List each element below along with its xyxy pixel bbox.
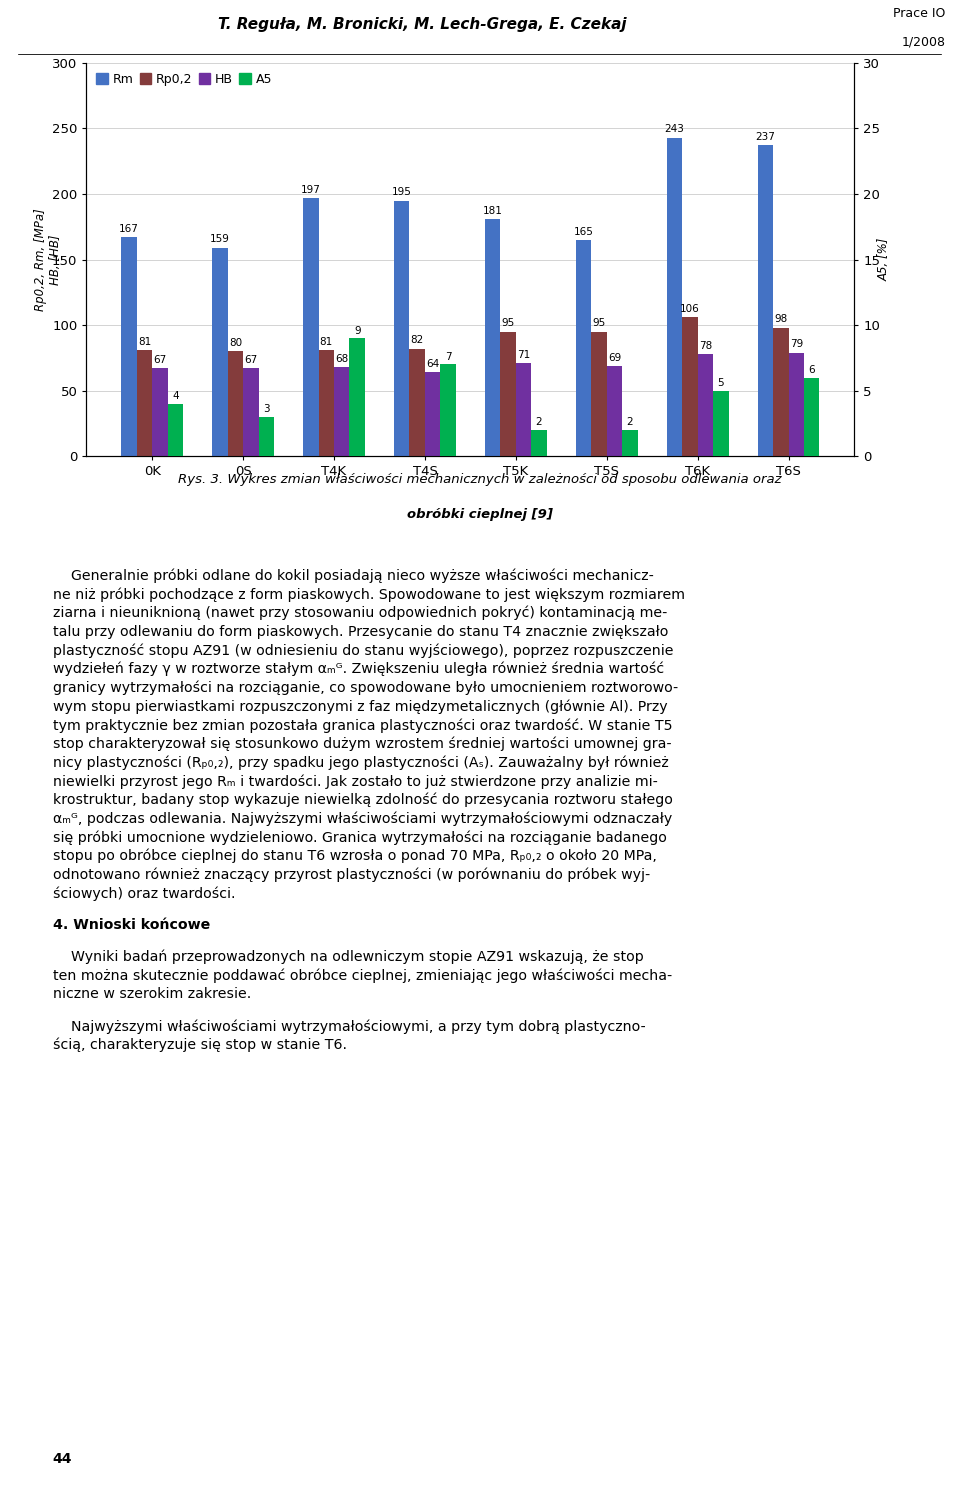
Text: 2: 2 (627, 417, 634, 428)
Text: ten można skutecznie poddawać obróbce cieplnej, zmieniając jego właściwości mech: ten można skutecznie poddawać obróbce ci… (53, 969, 672, 983)
Text: wydziełeń fazy γ w roztworze stałym αₘᴳ. Zwiększeniu uległa również średnia wart: wydziełeń fazy γ w roztworze stałym αₘᴳ.… (53, 663, 664, 676)
Bar (153, 368, 168, 456)
Text: 159: 159 (210, 235, 229, 244)
Bar (303, 197, 319, 456)
Text: 7: 7 (444, 352, 451, 362)
Text: Rys. 3. Wykres zmian właściwości mechanicznych w zależności od sposobu odlewania: Rys. 3. Wykres zmian właściwości mechani… (179, 473, 781, 486)
Bar (516, 364, 531, 456)
Text: odnotowano również znaczący przyrost plastyczności (w porównaniu do próbek wyj-: odnotowano również znaczący przyrost pla… (53, 868, 650, 883)
Text: stop charakteryzował się stosunkowo dużym wzrostem średniej wartości umownej gra: stop charakteryzował się stosunkowo duży… (53, 738, 671, 751)
Text: 4. Wnioski końcowe: 4. Wnioski końcowe (53, 919, 210, 932)
Text: 106: 106 (680, 304, 700, 314)
Text: ściowych) oraz twardości.: ściowych) oraz twardości. (53, 887, 235, 901)
Text: Najwyższymi właściwościami wytrzymałościowymi, a przy tym dobrą plastyczno-: Najwyższymi właściwościami wytrzymałości… (53, 1019, 645, 1034)
Bar (500, 332, 516, 456)
Text: ścią, charakteryzuje się stop w stanie T6.: ścią, charakteryzuje się stop w stanie T… (53, 1038, 347, 1052)
Y-axis label: Rp0,2, Rm, [MPa]
HB, [HB]: Rp0,2, Rm, [MPa] HB, [HB] (34, 208, 61, 311)
Bar (136, 350, 153, 456)
Text: 165: 165 (574, 226, 593, 236)
Text: Wyniki badań przeprowadzonych na odlewniczym stopie AZ91 wskazują, że stop: Wyniki badań przeprowadzonych na odlewni… (53, 950, 643, 965)
Bar (773, 328, 788, 456)
Bar (228, 352, 243, 456)
Bar (804, 377, 820, 456)
Text: 67: 67 (244, 355, 257, 365)
Text: 197: 197 (300, 184, 321, 194)
Bar (713, 390, 729, 456)
Text: 95: 95 (501, 319, 515, 329)
Text: 195: 195 (392, 187, 412, 197)
Text: 64: 64 (426, 359, 440, 370)
Bar (425, 373, 441, 456)
Text: 81: 81 (138, 337, 151, 347)
Bar (485, 218, 500, 456)
Text: 67: 67 (154, 355, 167, 365)
Bar (212, 248, 228, 456)
Text: tym praktycznie bez zmian pozostała granica plastyczności oraz twardość. W stani: tym praktycznie bez zmian pozostała gran… (53, 718, 672, 733)
Text: 44: 44 (53, 1453, 72, 1466)
Bar (591, 332, 607, 456)
Text: talu przy odlewaniu do form piaskowych. Przesycanie do stanu T4 znacznie zwiększ: talu przy odlewaniu do form piaskowych. … (53, 625, 668, 639)
Text: 81: 81 (320, 337, 333, 347)
Text: 2: 2 (536, 417, 542, 428)
Legend: Rm, Rp0,2, HB, A5: Rm, Rp0,2, HB, A5 (93, 69, 276, 90)
Text: 237: 237 (756, 132, 776, 142)
Text: wym stopu pierwiastkami rozpuszczonymi z faz międzymetalicznych (głównie Al). Pr: wym stopu pierwiastkami rozpuszczonymi z… (53, 700, 667, 714)
Bar (334, 367, 349, 456)
Text: 80: 80 (228, 338, 242, 349)
Text: niczne w szerokim zakresie.: niczne w szerokim zakresie. (53, 987, 252, 1001)
Text: się próbki umocnione wydzieleniowo. Granica wytrzymałości na rozciąganie badaneg: się próbki umocnione wydzieleniowo. Gran… (53, 830, 666, 845)
Text: 3: 3 (263, 404, 270, 414)
Text: 68: 68 (335, 355, 348, 364)
Bar (607, 367, 622, 456)
Text: granicy wytrzymałości na rozciąganie, co spowodowane było umocnieniem roztworowo: granicy wytrzymałości na rozciąganie, co… (53, 681, 678, 696)
Text: krostruktur, badany stop wykazuje niewielką zdolność do przesycania roztworu sta: krostruktur, badany stop wykazuje niewie… (53, 793, 673, 808)
Text: αₘᴳ, podczas odlewania. Najwyższymi właściwościami wytrzymałościowymi odznaczały: αₘᴳ, podczas odlewania. Najwyższymi właś… (53, 812, 672, 826)
Text: 9: 9 (354, 326, 361, 335)
Text: Generalnie próbki odlane do kokil posiadają nieco wyższe właściwości mechanicz-: Generalnie próbki odlane do kokil posiad… (53, 568, 654, 583)
Text: T. Reguła, M. Bronicki, M. Lech-Grega, E. Czekaj: T. Reguła, M. Bronicki, M. Lech-Grega, E… (218, 18, 627, 33)
Text: nicy plastyczności (Rₚ₀,₂), przy spadku jego plastyczności (Aₛ). Zauważalny był : nicy plastyczności (Rₚ₀,₂), przy spadku … (53, 755, 668, 770)
Text: ne niż próbki pochodzące z form piaskowych. Spowodowane to jest większym rozmiar: ne niż próbki pochodzące z form piaskowy… (53, 588, 684, 601)
Text: 98: 98 (774, 314, 787, 325)
Bar (698, 355, 713, 456)
Bar (441, 365, 456, 456)
Bar (121, 238, 136, 456)
Text: 5: 5 (717, 378, 724, 387)
Text: 71: 71 (516, 350, 530, 361)
Text: 79: 79 (790, 340, 803, 350)
Text: 4: 4 (172, 390, 179, 401)
Bar (168, 404, 183, 456)
Text: 69: 69 (608, 353, 621, 362)
Text: 95: 95 (592, 319, 606, 329)
Bar (683, 317, 698, 456)
Y-axis label: A5, [%]: A5, [%] (878, 238, 891, 281)
Text: 82: 82 (411, 335, 424, 346)
Text: 181: 181 (483, 205, 503, 215)
Text: ziarna i nieuniknioną (nawet przy stosowaniu odpowiednich pokryć) kontaminacją m: ziarna i nieuniknioną (nawet przy stosow… (53, 606, 667, 621)
Text: niewielki przyrost jego Rₘ i twardości. Jak zostało to już stwierdzone przy anal: niewielki przyrost jego Rₘ i twardości. … (53, 775, 658, 788)
Bar (258, 417, 274, 456)
Text: 243: 243 (664, 124, 684, 135)
Bar (531, 429, 547, 456)
Bar (622, 429, 637, 456)
Bar (349, 338, 365, 456)
Text: 1/2008: 1/2008 (901, 34, 946, 48)
Bar (667, 138, 683, 456)
Text: stopu po obróbce cieplnej do stanu T6 wzrosła o ponad 70 MPa, Rₚ₀,₂ o około 20 M: stopu po obróbce cieplnej do stanu T6 wz… (53, 850, 657, 863)
Bar (757, 145, 773, 456)
Bar (243, 368, 258, 456)
Text: 167: 167 (119, 224, 139, 233)
Bar (576, 239, 591, 456)
Text: Prace IO: Prace IO (893, 7, 946, 21)
Bar (410, 349, 425, 456)
Text: obróbki cieplnej [9]: obróbki cieplnej [9] (407, 509, 553, 521)
Text: 78: 78 (699, 341, 712, 350)
Bar (788, 353, 804, 456)
Bar (319, 350, 334, 456)
Text: plastyczność stopu AZ91 (w odniesieniu do stanu wyjściowego), poprzez rozpuszcze: plastyczność stopu AZ91 (w odniesieniu d… (53, 643, 673, 658)
Text: 6: 6 (808, 365, 815, 375)
Bar (394, 200, 410, 456)
